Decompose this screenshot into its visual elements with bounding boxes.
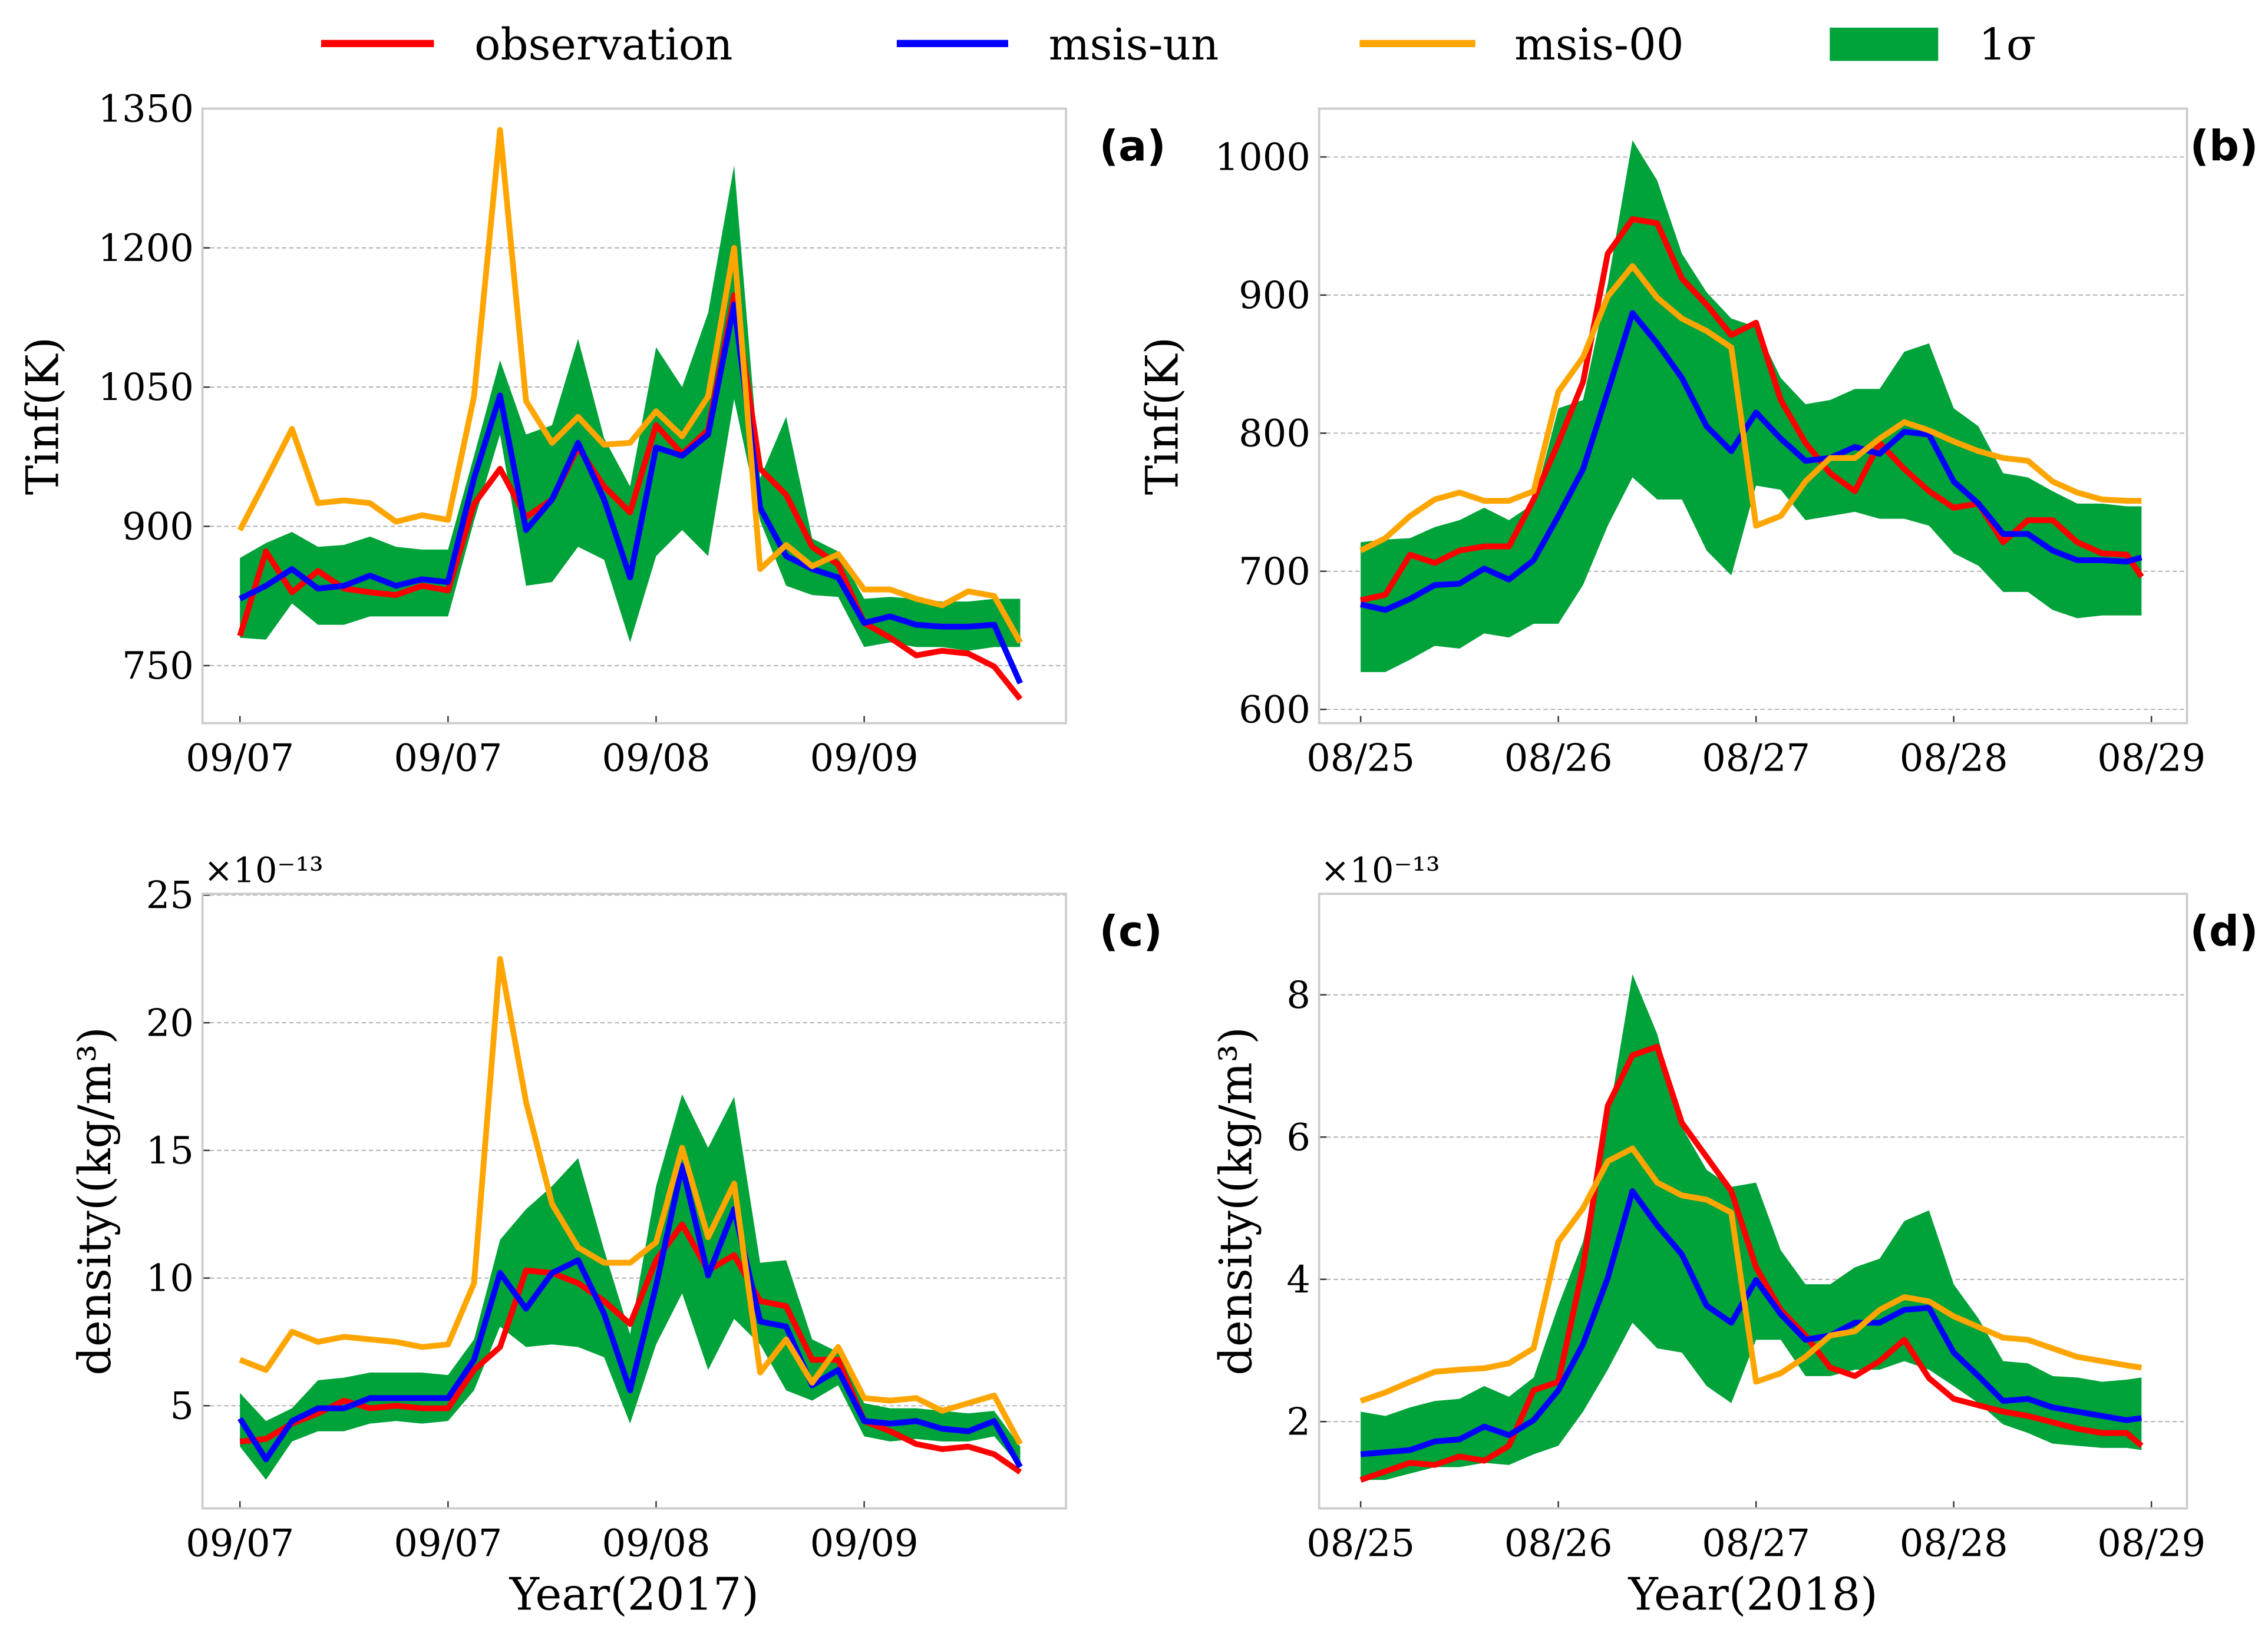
offset-text: ×10⁻¹³ xyxy=(204,850,323,891)
x-tick-label: 08/28 xyxy=(1900,737,2008,781)
y-tick-label: 10 xyxy=(146,1257,194,1301)
y-tick-label: 600 xyxy=(1239,688,1310,732)
axes-frame xyxy=(1318,107,2188,725)
panel-a: 750 900 1050 1200 1350 09/07 09/07 09/08 09/09 (a… xyxy=(16,87,1166,780)
y-tick-label: 900 xyxy=(122,505,194,549)
x-tick-label: 08/26 xyxy=(1504,737,1613,781)
y-tick-label: 750 xyxy=(122,644,194,688)
legend-label-msis-un: msis-un xyxy=(1049,20,1219,70)
x-tick-label: 08/25 xyxy=(1306,1522,1415,1566)
sigma-band xyxy=(1361,974,2142,1480)
y-tick-label: 900 xyxy=(1239,274,1310,318)
axes-frame xyxy=(201,892,1067,1510)
panel-d: 2 4 6 8 08/25 08/26 08/27 08/28 08/29 (d) density(… xyxy=(1210,850,2259,1621)
x-tick-label: 09/07 xyxy=(394,737,502,781)
series-line-msis-00 xyxy=(239,955,1023,1446)
legend: observation msis-un msis-00 1σ xyxy=(321,20,2036,70)
y-tick-label: 25 xyxy=(146,874,194,918)
y-tick-label: 1200 xyxy=(98,227,194,270)
x-tick-label: 09/07 xyxy=(186,737,294,781)
y-tick-label: 4 xyxy=(1286,1258,1310,1302)
x-tick-label: 08/29 xyxy=(2097,737,2206,781)
legend-label-observation: observation xyxy=(474,20,732,70)
y-tick-label: 1350 xyxy=(98,87,194,131)
x-tick-label: 09/08 xyxy=(602,737,711,781)
x-tick-label: 08/25 xyxy=(1306,737,1415,781)
y-tick-label: 1050 xyxy=(98,366,194,409)
offset-text: ×10⁻¹³ xyxy=(1320,850,1440,891)
x-tick-label: 09/07 xyxy=(186,1522,294,1566)
panel-label: (b) xyxy=(2190,122,2258,171)
y-axis-label: Tinf(K) xyxy=(16,337,69,495)
axes-frame xyxy=(1318,892,2188,1510)
series-line-observation xyxy=(1359,1043,2144,1483)
y-tick-label: 20 xyxy=(146,1001,194,1045)
y-tick-label: 6 xyxy=(1286,1116,1310,1159)
x-tick-label: 08/27 xyxy=(1702,1522,1810,1566)
y-tick-label: 800 xyxy=(1239,412,1310,455)
series-line-msis-00 xyxy=(1359,1145,2142,1404)
x-tick-label: 09/09 xyxy=(810,1522,919,1566)
y-tick-label: 8 xyxy=(1286,974,1310,1017)
x-axis-label: Year(2017) xyxy=(509,1568,759,1620)
x-tick-label: 09/08 xyxy=(602,1522,711,1566)
panel-label: (c) xyxy=(1100,907,1163,956)
y-tick-label: 700 xyxy=(1239,550,1310,594)
series-line-msis-un xyxy=(1360,1188,2142,1457)
x-tick-label: 08/28 xyxy=(1900,1522,2008,1566)
x-axis-label: Year(2018) xyxy=(1627,1568,1877,1620)
panel-b: 600 700 800 900 1000 08/25 08/26 08/27 08/28 08/2… xyxy=(1136,107,2258,781)
legend-label-msis-00: msis-00 xyxy=(1514,20,1684,70)
y-tick-label: 2 xyxy=(1286,1400,1310,1444)
panel-label: (d) xyxy=(2190,907,2258,956)
legend-swatch-sigma xyxy=(1830,27,1939,61)
panel-label: (a) xyxy=(1100,122,1166,171)
x-tick-label: 08/26 xyxy=(1504,1522,1613,1566)
axes-frame xyxy=(201,107,1067,725)
series-line-msis-00 xyxy=(1359,263,2142,553)
x-tick-label: 08/29 xyxy=(2097,1522,2206,1566)
y-axis-label: density((kg/m³) xyxy=(68,1027,121,1376)
sigma-band xyxy=(240,1094,1021,1480)
y-tick-label: 5 xyxy=(170,1384,194,1428)
y-axis-label: Tinf(K) xyxy=(1136,337,1189,495)
x-tick-label: 09/07 xyxy=(394,1522,502,1566)
series-line-msis-un xyxy=(239,301,1023,685)
y-tick-label: 15 xyxy=(146,1129,194,1173)
legend-label-sigma: 1σ xyxy=(1979,20,2036,70)
x-tick-label: 08/27 xyxy=(1702,737,1810,781)
series-line-observation xyxy=(1360,216,2144,603)
sigma-band xyxy=(1361,140,2142,672)
y-axis-label: density((kg/m³) xyxy=(1210,1027,1262,1376)
series-line-msis-00 xyxy=(237,127,1023,644)
series-line-observation xyxy=(237,292,1023,701)
series-line-observation xyxy=(239,1221,1022,1475)
y-tick-label: 1000 xyxy=(1215,136,1310,180)
x-tick-label: 09/09 xyxy=(810,737,919,781)
series-line-msis-un xyxy=(237,1162,1023,1469)
panel-c: 5 10 15 20 25 09/07 09/07 09/08 09/09 (c) density(… xyxy=(68,850,1163,1621)
series-line-msis-un xyxy=(1360,310,2142,613)
